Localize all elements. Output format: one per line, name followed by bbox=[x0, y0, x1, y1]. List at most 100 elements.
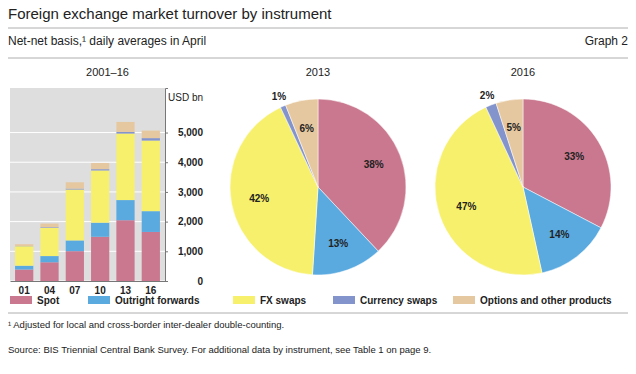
tick: 07 bbox=[69, 281, 81, 296]
data-labels: 33% 14% 47% 2% 5% bbox=[456, 90, 584, 240]
panel-title: 2001–16 bbox=[86, 66, 129, 78]
tick-label: 2,000 bbox=[178, 216, 203, 227]
bar bbox=[116, 220, 134, 281]
bar bbox=[15, 246, 33, 265]
pie bbox=[230, 99, 406, 275]
bar bbox=[15, 244, 33, 246]
data-label: 14% bbox=[549, 229, 569, 240]
tick-label: 01 bbox=[19, 285, 31, 296]
bar bbox=[66, 251, 84, 281]
tick: 16 bbox=[145, 281, 157, 296]
tick: 1,000 bbox=[165, 246, 203, 257]
graph-label: Graph 2 bbox=[585, 34, 629, 48]
tick: 2,000 bbox=[165, 216, 203, 227]
bar bbox=[40, 228, 58, 256]
tick-label: 1,000 bbox=[178, 246, 203, 257]
tick: 10 bbox=[95, 281, 107, 296]
legend-label: FX swaps bbox=[260, 295, 307, 306]
bar bbox=[91, 237, 109, 281]
series bbox=[15, 122, 160, 246]
tick-label: 5,000 bbox=[178, 127, 203, 138]
tick-mark bbox=[165, 133, 168, 134]
grid bbox=[10, 133, 165, 281]
bar bbox=[40, 262, 58, 281]
data-labels: 38%13%42%1%6% bbox=[249, 91, 384, 249]
tick-mark bbox=[165, 222, 168, 223]
bar bbox=[116, 200, 134, 220]
tick: 04 bbox=[44, 281, 56, 296]
legend-swatch bbox=[233, 296, 255, 304]
bar bbox=[40, 224, 58, 228]
figure: Foreign exchange market turnover by inst… bbox=[0, 0, 636, 374]
rule bbox=[8, 58, 628, 59]
bar bbox=[142, 131, 160, 139]
tick-mark bbox=[165, 192, 168, 193]
legend-label: Outright forwards bbox=[115, 295, 200, 306]
data-label: 5% bbox=[507, 122, 522, 133]
y-axis: 01,0002,0003,0004,0005,000 bbox=[165, 89, 203, 287]
slice bbox=[496, 99, 523, 187]
legend-label: Currency swaps bbox=[360, 295, 438, 306]
tick-mark bbox=[165, 162, 168, 163]
bar bbox=[142, 141, 160, 212]
data-label: 47% bbox=[456, 201, 476, 212]
bar bbox=[66, 240, 84, 251]
series bbox=[15, 134, 160, 266]
legend-item: FX swaps bbox=[233, 295, 307, 306]
x-axis: 01 04 07 10 13 16 bbox=[11, 281, 166, 296]
series bbox=[15, 220, 160, 281]
bar bbox=[91, 169, 109, 170]
plot-background bbox=[10, 88, 165, 281]
pie bbox=[435, 99, 611, 275]
source: Source: BIS Triennial Central Bank Surve… bbox=[8, 344, 431, 355]
slice bbox=[230, 107, 318, 274]
legend-item: Options and other products bbox=[453, 295, 612, 306]
tick: 5,000 bbox=[165, 127, 203, 138]
legend-item: Outright forwards bbox=[88, 295, 200, 306]
panel-title: 2013 bbox=[306, 66, 330, 78]
tick: 4,000 bbox=[165, 157, 203, 168]
bar bbox=[142, 211, 160, 232]
legend-swatch bbox=[453, 296, 475, 304]
tick-label: 3,000 bbox=[178, 187, 203, 198]
slice bbox=[312, 187, 378, 275]
bar bbox=[91, 163, 109, 169]
tick-label: 4,000 bbox=[178, 157, 203, 168]
data-label: 6% bbox=[300, 123, 315, 134]
data-label: 13% bbox=[328, 238, 348, 249]
bar bbox=[116, 132, 134, 134]
subtitle: Net-net basis,¹ daily averages in April bbox=[8, 34, 206, 48]
slice bbox=[286, 99, 318, 187]
data-label: 42% bbox=[249, 193, 269, 204]
legend: Spot Outright forwards FX swaps Currency sw… bbox=[10, 295, 612, 306]
bar bbox=[66, 190, 84, 241]
title: Foreign exchange market turnover by inst… bbox=[8, 5, 332, 22]
data-label: 38% bbox=[364, 159, 384, 170]
panel-title: 2016 bbox=[511, 66, 535, 78]
data-label: 2% bbox=[480, 90, 495, 101]
legend-swatch bbox=[333, 296, 355, 304]
bar bbox=[142, 232, 160, 281]
legend-item: Spot bbox=[10, 295, 60, 306]
bar bbox=[66, 182, 84, 188]
bar bbox=[91, 223, 109, 237]
rule bbox=[8, 313, 628, 314]
bars bbox=[15, 122, 160, 281]
legend-label: Options and other products bbox=[480, 295, 612, 306]
bar bbox=[40, 256, 58, 262]
rule bbox=[8, 28, 628, 29]
tick-label: 07 bbox=[69, 285, 81, 296]
tick: 01 bbox=[19, 281, 31, 296]
footnote: ¹ Adjusted for local and cross-border in… bbox=[8, 319, 284, 330]
bar bbox=[15, 266, 33, 270]
series bbox=[15, 132, 160, 246]
legend-label: Spot bbox=[37, 295, 60, 306]
data-label: 33% bbox=[564, 151, 584, 162]
tick: 13 bbox=[120, 281, 132, 296]
tick-mark bbox=[165, 251, 168, 252]
bar bbox=[91, 170, 109, 222]
bar bbox=[116, 134, 134, 201]
slice bbox=[435, 107, 542, 275]
axis-line bbox=[11, 281, 166, 282]
axis-line bbox=[166, 89, 169, 282]
